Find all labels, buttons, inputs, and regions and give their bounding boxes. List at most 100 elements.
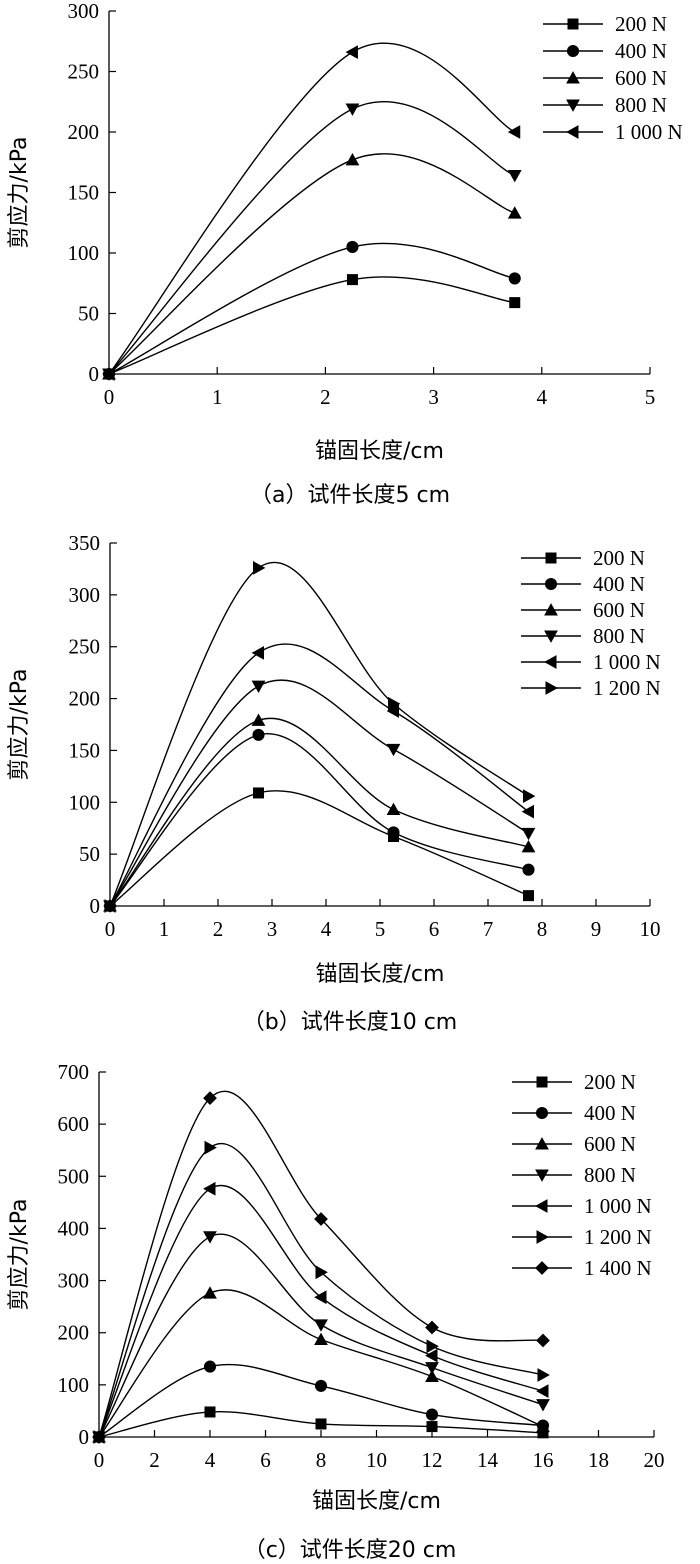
y-tick-label: 700: [58, 1060, 90, 1084]
legend-label: 1 000 N: [584, 1194, 652, 1218]
data-point-triangle-left: [536, 1384, 549, 1398]
chart-a-caption: （a）试件长度5 cm: [250, 483, 450, 508]
series-line: [98, 1289, 544, 1438]
y-tick-label: 250: [68, 60, 100, 84]
chart-panel-c: 0 100 200 300 400 500 600 700 0 2 4 6 8 10 12 14 16 18 20 剪…: [0, 1038, 700, 1563]
series-400n: [102, 240, 521, 381]
series-line: [109, 561, 529, 907]
series-line: [109, 643, 529, 907]
data-point-triangle-down: [251, 680, 266, 694]
data-point-circle: [203, 1360, 217, 1373]
x-tick-label: 1: [159, 917, 170, 941]
x-tick-label: 3: [267, 917, 278, 941]
y-tick-label: 500: [58, 1164, 90, 1188]
data-point-circle: [314, 1379, 328, 1392]
data-point-triangle-left: [521, 804, 534, 819]
legend-label: 200 N: [593, 546, 645, 570]
y-tick-label: 300: [58, 1269, 90, 1293]
series-800n: [102, 101, 522, 381]
legend-label: 600 N: [584, 1132, 636, 1156]
chart-c-caption: （c）试件长度20 cm: [243, 1538, 457, 1563]
legend-marker-triangle-left: [544, 655, 557, 669]
data-point-square: [426, 1421, 438, 1433]
series-line: [109, 733, 529, 907]
legend-marker-triangle-right: [536, 1230, 549, 1244]
x-tick-label: 18: [588, 1448, 609, 1472]
legend-label: 400 N: [584, 1101, 636, 1125]
data-point-square: [509, 297, 521, 309]
y-tick-label: 100: [69, 790, 101, 814]
series-line: [98, 1233, 544, 1438]
legend-label: 200 N: [615, 12, 667, 36]
y-tick-label: 0: [90, 894, 101, 918]
series-200n: [104, 787, 534, 912]
chart-panel-b: 0 50 100 150 200 250 300 350 0 1 2 3 4 5 6 7 8 9 10 剪应力/kPa…: [0, 515, 700, 1038]
data-point-triangle-left: [203, 1181, 216, 1196]
y-axis-label: 剪应力/kPa: [7, 669, 32, 781]
legend-marker-triangle-down: [544, 630, 558, 643]
x-tick-label: 7: [483, 917, 494, 941]
legend-label: 1 000 N: [593, 650, 661, 674]
data-point-triangle-down: [203, 1231, 217, 1244]
x-tick-label: 8: [537, 917, 548, 941]
legend-marker-triangle-down: [535, 1169, 549, 1182]
chart-panel-a: 0 50 100 150 200 250 300 0 1 2 3 4 5 剪应力/kPa 锚固长度/cm 20…: [0, 0, 700, 515]
data-point-triangle-left: [314, 1290, 327, 1305]
data-point-triangle-down: [386, 743, 401, 757]
y-tick-label: 300: [69, 583, 101, 607]
legend-marker-triangle-up: [544, 603, 558, 616]
x-tick-label: 2: [213, 917, 224, 941]
legend-label: 600 N: [615, 66, 667, 90]
data-point-triangle-down: [521, 827, 536, 841]
x-tick-label: 5: [645, 385, 656, 409]
data-point-triangle-right: [388, 696, 401, 711]
x-tick-label: 8: [316, 1448, 327, 1472]
data-point-circle: [346, 240, 359, 253]
series-line: [98, 1090, 544, 1438]
data-point-triangle-up: [536, 1419, 550, 1433]
data-point-triangle-down: [536, 1399, 550, 1412]
x-axis-label: 锚固长度/cm: [315, 439, 444, 464]
data-point-square: [523, 890, 534, 902]
data-point-triangle-right: [523, 789, 536, 803]
series-800n: [103, 679, 536, 913]
y-tick-label: 0: [79, 1425, 90, 1449]
series-line: [98, 1143, 544, 1438]
x-tick-label: 10: [366, 1448, 387, 1472]
y-tick-label: 300: [68, 0, 100, 23]
series-line: [108, 276, 515, 375]
series-1000n: [103, 643, 534, 913]
y-tick-label: 400: [58, 1216, 90, 1240]
data-point-triangle-up: [425, 1369, 439, 1383]
legend-marker-triangle-down: [566, 99, 580, 112]
legend-label: 1 000 N: [615, 120, 683, 144]
legend-marker-circle: [544, 577, 558, 591]
data-point-diamond: [425, 1320, 439, 1335]
legend-label: 800 N: [584, 1163, 636, 1187]
data-point-triangle-up: [386, 802, 401, 816]
y-tick-label: 200: [69, 687, 101, 711]
series-600n: [102, 152, 522, 380]
x-axis-label: 锚固长度/cm: [316, 962, 445, 987]
data-point-circle: [252, 728, 265, 741]
x-tick-label: 9: [591, 917, 602, 941]
y-axis-label: 剪应力/kPa: [7, 137, 32, 249]
chart-a-plot: 0 50 100 150 200 250 300 0 1 2 3 4 5 剪应力/kPa 锚固长度/cm 20…: [7, 0, 683, 464]
data-point-triangle-down: [314, 1319, 328, 1332]
data-point-square: [537, 1427, 549, 1439]
x-tick-label: 0: [94, 1448, 105, 1472]
data-point-triangle-right: [104, 899, 117, 913]
data-point-triangle-left: [386, 704, 399, 718]
legend-label: 1 200 N: [593, 676, 661, 700]
legend-marker-triangle-up: [535, 1137, 549, 1150]
legend-label: 800 N: [615, 93, 667, 117]
y-tick-label: 50: [78, 302, 99, 326]
legend-marker-triangle-up: [566, 71, 580, 84]
series-1200n: [104, 561, 536, 913]
y-tick-label: 600: [58, 1112, 90, 1136]
legend-marker-square: [567, 18, 579, 30]
x-tick-label: 4: [321, 917, 332, 941]
data-point-triangle-down: [425, 1362, 439, 1375]
series-line: [108, 42, 516, 375]
data-point-triangle-right: [204, 1140, 217, 1155]
